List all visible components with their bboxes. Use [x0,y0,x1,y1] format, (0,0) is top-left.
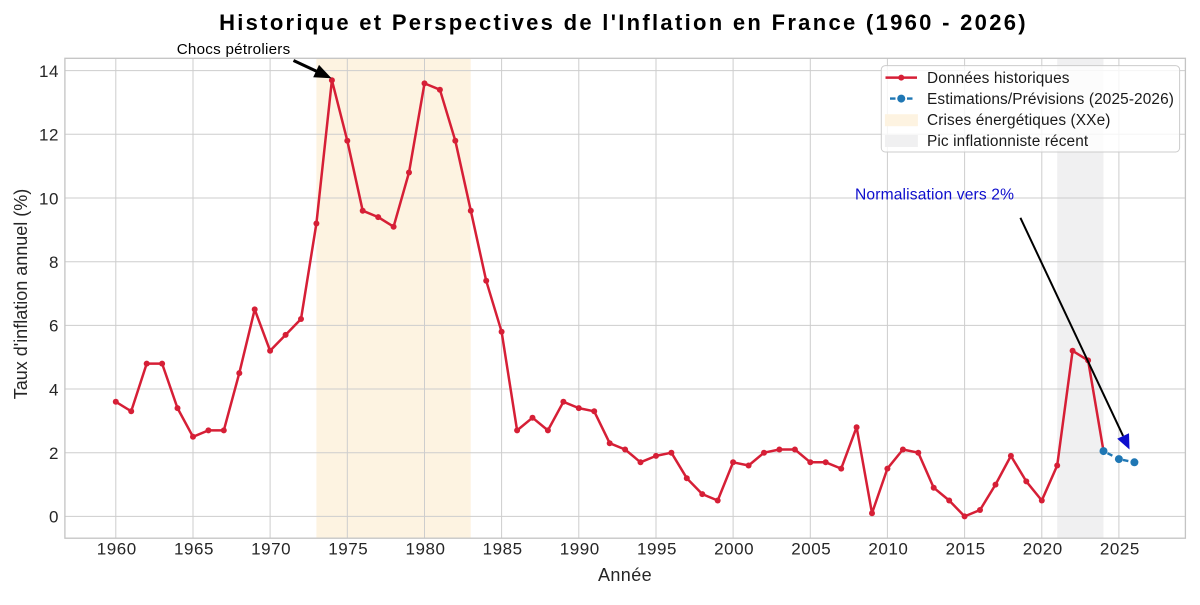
svg-text:4: 4 [49,380,59,399]
svg-text:2000: 2000 [714,540,754,559]
svg-text:1985: 1985 [483,540,523,559]
svg-text:2015: 2015 [946,540,986,559]
svg-text:Données historiques: Données historiques [927,70,1070,87]
svg-text:1990: 1990 [560,540,600,559]
svg-text:1965: 1965 [174,540,214,559]
svg-text:12: 12 [39,126,59,145]
svg-text:Pic inflationniste récent: Pic inflationniste récent [927,133,1089,150]
svg-text:Historique et Perspectives de: Historique et Perspectives de l'Inflatio… [219,10,1028,35]
svg-text:8: 8 [49,253,59,272]
svg-text:Chocs pétroliers: Chocs pétroliers [177,41,291,58]
svg-text:1995: 1995 [637,540,677,559]
svg-text:1980: 1980 [405,540,445,559]
svg-text:2: 2 [49,444,59,463]
svg-text:0: 0 [49,508,59,527]
svg-text:2010: 2010 [868,540,908,559]
svg-text:1960: 1960 [97,540,137,559]
svg-text:2020: 2020 [1023,540,1063,559]
svg-text:1975: 1975 [328,540,368,559]
svg-text:6: 6 [49,317,59,336]
svg-text:14: 14 [39,62,59,81]
svg-text:2005: 2005 [791,540,831,559]
svg-text:Année: Année [598,565,652,585]
svg-text:Estimations/Prévisions (2025-2: Estimations/Prévisions (2025-2026) [927,91,1174,108]
svg-text:1970: 1970 [251,540,291,559]
svg-text:10: 10 [39,189,59,208]
svg-text:2025: 2025 [1100,540,1140,559]
svg-text:Crises énergétiques (XXe): Crises énergétiques (XXe) [927,112,1111,129]
svg-text:Taux d'inflation annuel (%): Taux d'inflation annuel (%) [11,189,31,400]
svg-text:Normalisation vers 2%: Normalisation vers 2% [855,187,1014,204]
